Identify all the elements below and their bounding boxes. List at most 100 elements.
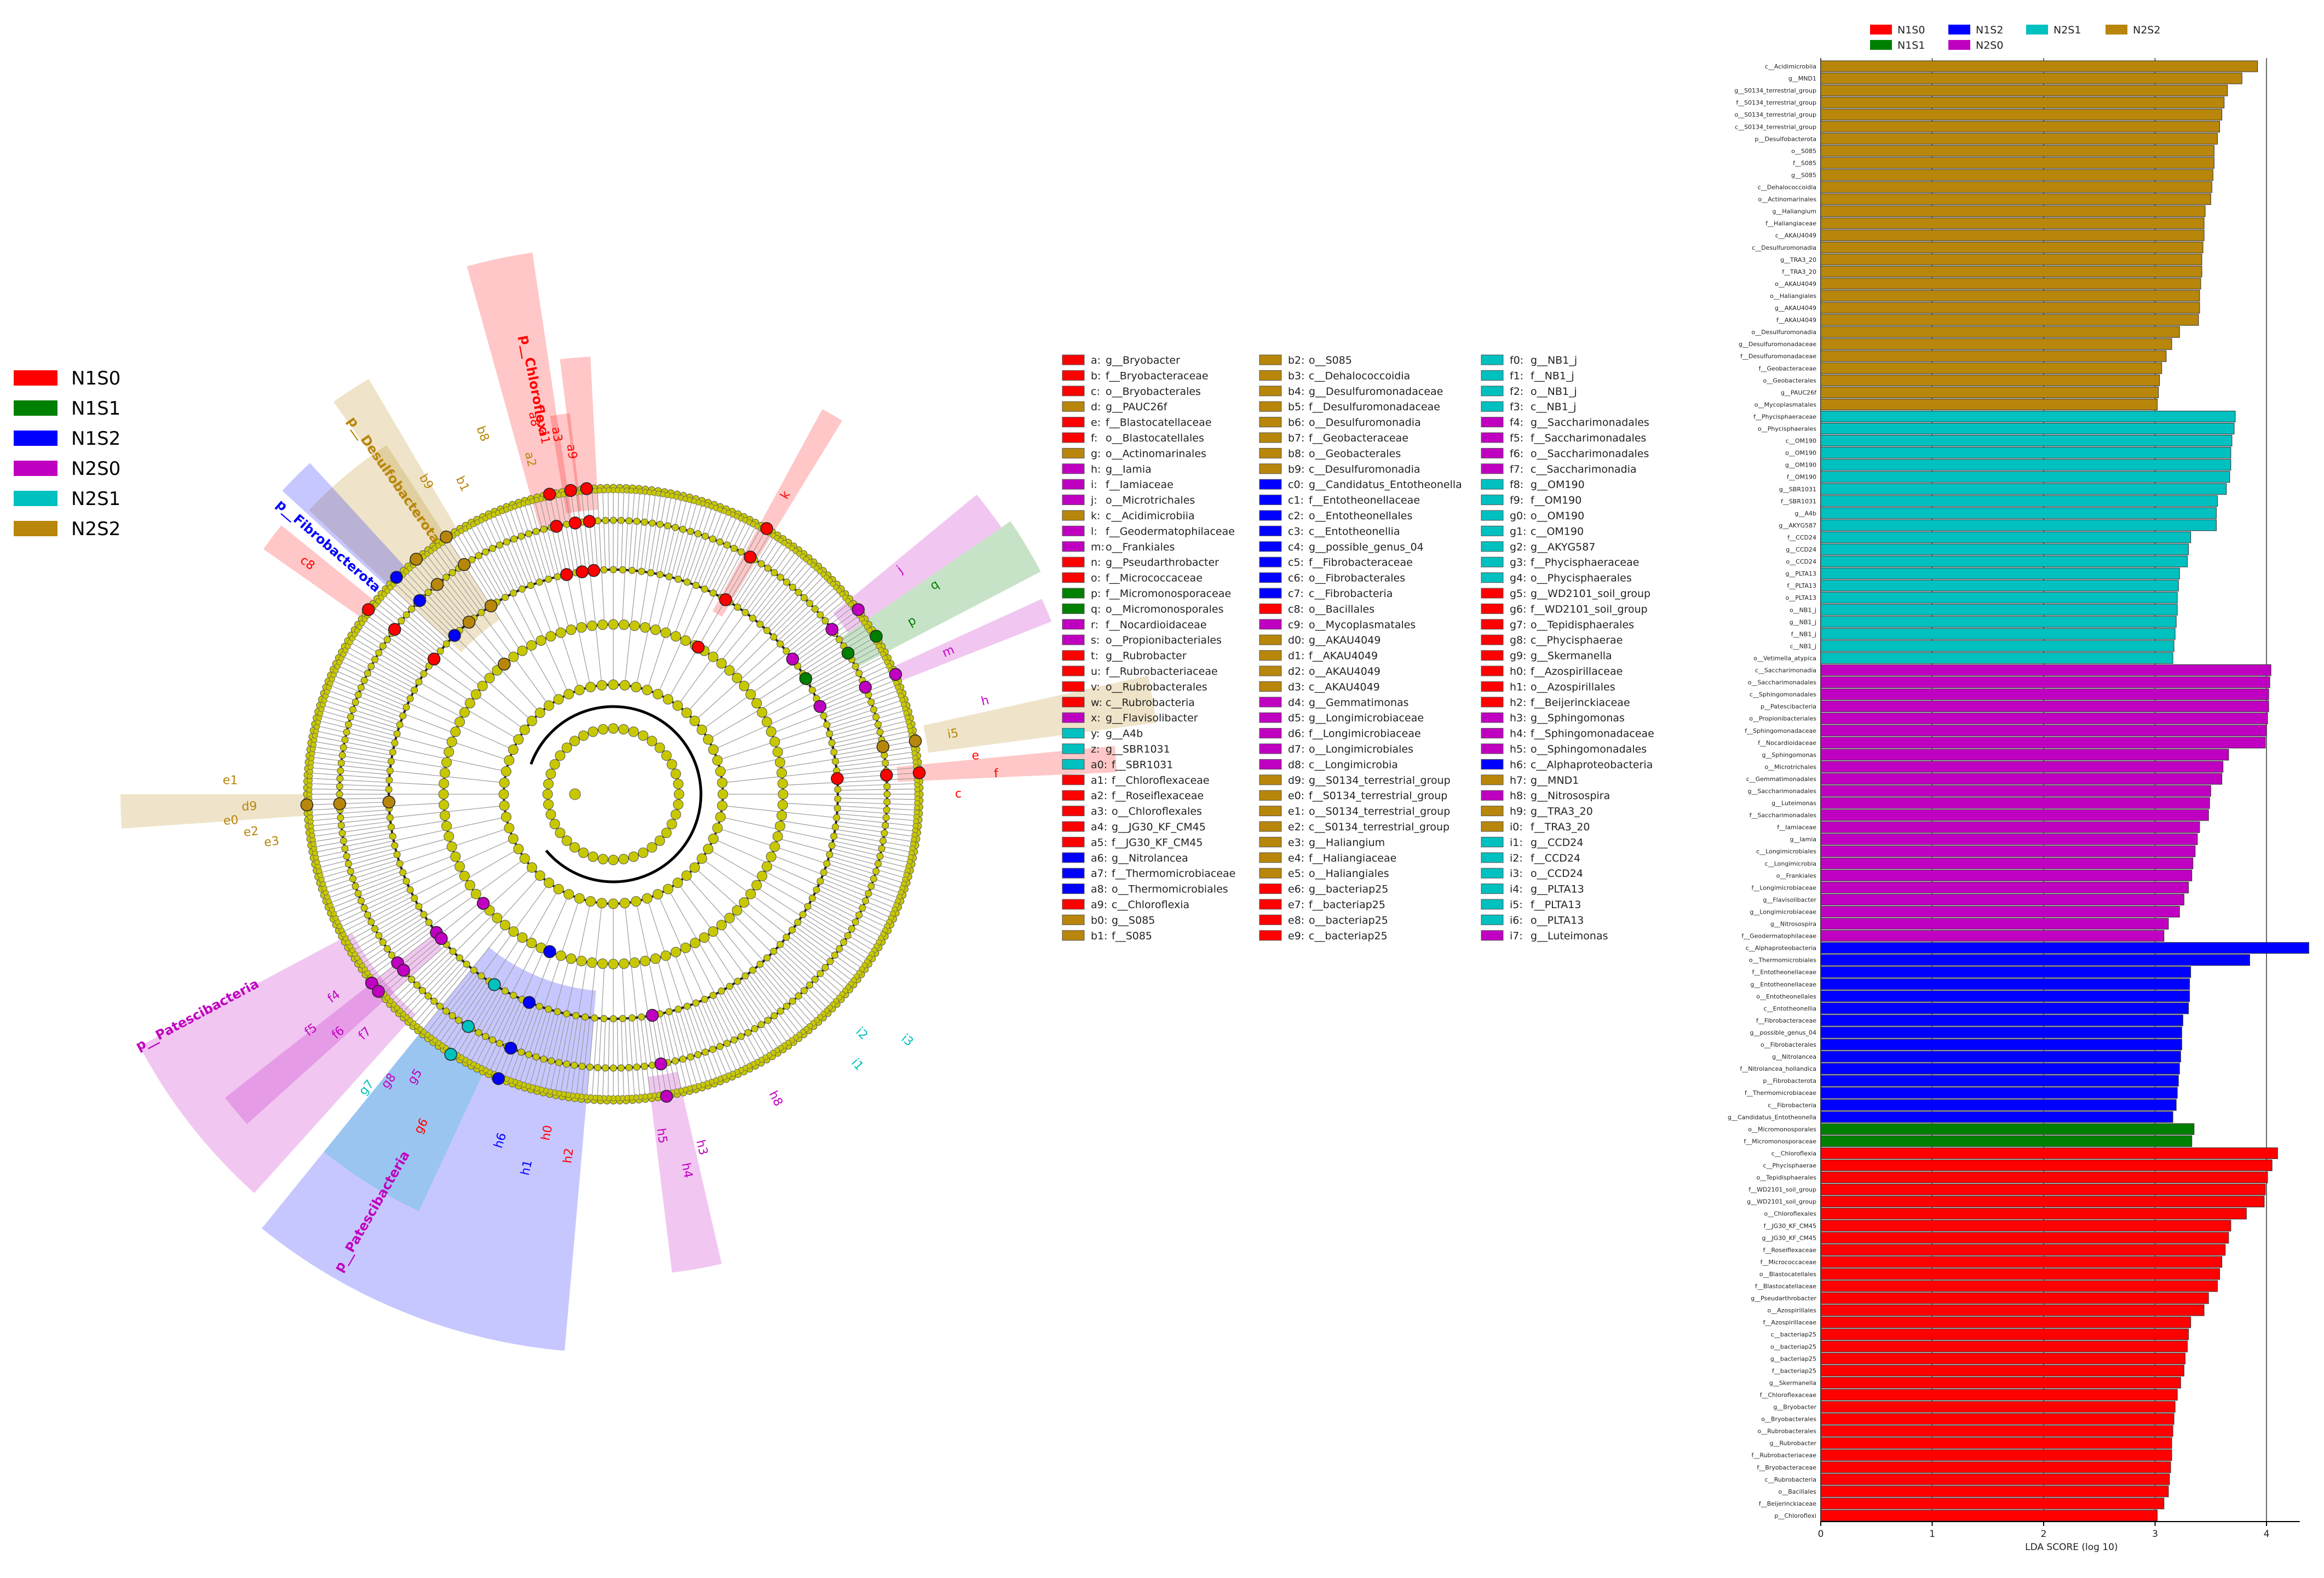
cladogram-node <box>563 688 574 699</box>
cladogram-node <box>633 1063 641 1071</box>
cladogram-node <box>637 847 648 858</box>
cladogram-node <box>549 759 560 770</box>
cladogram-node <box>650 953 661 964</box>
cladogram-node <box>666 759 677 770</box>
cladogram-node <box>763 627 771 634</box>
lda-bar <box>1820 664 2271 676</box>
key-label-g1: c__OM190 <box>1531 525 1584 537</box>
lda-bar <box>1820 1376 2181 1388</box>
key-label-c8: o__Bacillales <box>1309 603 1374 615</box>
cladogram-node <box>876 852 884 860</box>
lda-bar <box>1820 1051 2181 1063</box>
cladogram-node <box>385 785 393 793</box>
cladogram-node <box>673 799 684 810</box>
cladogram-node <box>463 960 470 968</box>
lda-bar <box>1820 1280 2218 1292</box>
key-swatch-f7 <box>1481 463 1504 474</box>
cladogram: a9a3a8a2a1b8b1b9c8kjqpmhi5efcd9e0e3e2e1i… <box>120 252 1157 1351</box>
key-swatch-f5 <box>1481 432 1504 443</box>
branch-line <box>607 487 610 570</box>
leaf-label: f <box>993 767 999 781</box>
key-label-h4: f__Sphingomonadaceae <box>1531 728 1654 740</box>
lda-bar <box>1820 1316 2191 1328</box>
cladogram-node <box>360 904 368 912</box>
legend-swatch-n2s2 <box>14 521 57 536</box>
lda-bar <box>1820 1147 2278 1160</box>
significant-node-i1 <box>487 978 501 991</box>
cladogram-node <box>628 566 636 574</box>
cladogram-node <box>775 757 786 768</box>
branch-line <box>667 1012 688 1092</box>
significant-node-k <box>719 593 732 606</box>
root-node <box>569 788 581 800</box>
lda-bar <box>1820 157 2214 169</box>
lda-bar <box>1820 169 2213 181</box>
branch-line <box>705 936 781 1052</box>
branch-line <box>310 820 446 843</box>
cladogram-node <box>641 1063 648 1070</box>
key-code-e4: e4: <box>1288 852 1304 864</box>
cladogram-node <box>586 1063 594 1071</box>
key-code-f7: f7: <box>1510 463 1523 475</box>
branch-line <box>428 973 479 1040</box>
branch-line <box>652 492 667 573</box>
x-tick-label: 4 <box>2264 1529 2270 1540</box>
cladogram-node <box>554 1008 561 1015</box>
clade-highlight-j <box>833 494 1002 633</box>
branch-line <box>503 507 553 636</box>
cladogram-node <box>859 904 866 912</box>
cladogram-node <box>709 589 717 597</box>
branch-line <box>629 1018 635 1100</box>
key-swatch-x <box>1062 712 1085 723</box>
cladogram-node <box>882 822 889 829</box>
clade-highlight-b2 <box>333 378 458 545</box>
cladogram-node <box>665 1008 673 1015</box>
lda-bar <box>1820 1388 2178 1401</box>
lda-bar <box>1820 833 2198 845</box>
cladogram-node <box>633 518 641 525</box>
cladogram-node <box>555 750 566 761</box>
cladogram-node <box>525 1051 532 1059</box>
branch-line <box>781 745 917 768</box>
branch-line <box>777 837 910 874</box>
cladogram-node <box>654 835 665 846</box>
clade-highlight-k <box>712 409 842 617</box>
key-code-i5: i5: <box>1510 899 1523 911</box>
cladogram-node <box>508 926 519 937</box>
x-axis-title: LDA SCORE (log 10) <box>2025 1542 2118 1553</box>
key-swatch-i0 <box>1481 821 1504 832</box>
key-code-i: i: <box>1091 479 1097 491</box>
significant-node-b1 <box>430 578 444 591</box>
key-code-r: r: <box>1091 619 1098 631</box>
lda-bar <box>1820 1401 2176 1413</box>
clade-highlight-b1 <box>309 445 501 652</box>
bar-label: g__Rubrobacter <box>1770 1440 1817 1447</box>
cladogram-node <box>517 532 525 540</box>
branch-line <box>774 950 835 1008</box>
clade-highlight-h5 <box>648 1071 722 1273</box>
branch-line <box>799 622 868 669</box>
bar-label: f__AKAU4049 <box>1776 317 1816 324</box>
cladogram-node <box>510 535 518 543</box>
key-label-h8: g__Nitrosospira <box>1531 790 1610 802</box>
branch-line <box>318 856 398 879</box>
key-code-g6: g6: <box>1510 603 1527 615</box>
cladogram-node <box>761 861 772 872</box>
leaf-label: c <box>955 787 962 801</box>
key-label-e0: f__S0134_terrestrial_group <box>1309 790 1447 802</box>
key-swatch-h7 <box>1481 774 1504 785</box>
branch-line <box>644 1016 657 1098</box>
cladogram-node <box>371 656 379 663</box>
branch-line <box>837 797 920 800</box>
cladogram-node <box>555 627 566 638</box>
cladogram-node <box>778 789 789 800</box>
cladogram-node <box>647 736 658 747</box>
cladogram-node <box>855 911 863 919</box>
key-code-c6: c6: <box>1288 572 1304 584</box>
lda-bar <box>1820 1184 2266 1196</box>
cladogram-node <box>597 854 608 865</box>
bar-label: c__AKAU4049 <box>1775 232 1816 239</box>
bar-label: o__Blastocatellales <box>1759 1271 1816 1278</box>
key-label-i7: g__Luteimonas <box>1531 930 1608 942</box>
bar-label: f__Micromonosporaceae <box>1744 1138 1816 1145</box>
